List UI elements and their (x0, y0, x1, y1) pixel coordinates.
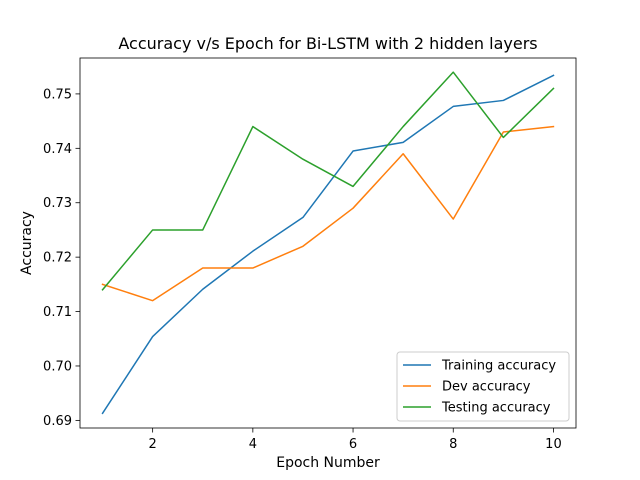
chart-title: Accuracy v/s Epoch for Bi-LSTM with 2 hi… (118, 34, 537, 53)
series-line-3 (101, 71, 555, 291)
y-axis-label: Accuracy (19, 211, 35, 275)
x-axis-label: Epoch Number (276, 455, 380, 471)
y-tick-label: 0.73 (43, 196, 72, 211)
x-tick-label: 4 (249, 437, 257, 452)
y-tick-label: 0.69 (43, 414, 72, 429)
y-axis-ticks: 0.69 0.70 0.71 0.72 0.73 0.74 0.75 (43, 87, 80, 429)
x-axis-ticks: 2 4 6 8 10 (149, 428, 562, 452)
legend-label: Testing accuracy (441, 401, 551, 416)
x-tick-label: 8 (449, 437, 457, 452)
y-tick-label: 0.71 (43, 305, 72, 320)
series-line-1 (101, 74, 555, 415)
plot-frame (79, 57, 577, 429)
legend-box (396, 351, 570, 422)
x-tick-label: 6 (349, 437, 357, 452)
x-tick-label: 2 (149, 437, 157, 452)
series-line-2 (101, 125, 555, 302)
legend: Training accuracy Dev accuracy Testing acc… (396, 351, 570, 422)
legend-label: Dev accuracy (442, 380, 531, 395)
legend-label: Training accuracy (441, 359, 556, 374)
y-tick-label: 0.70 (43, 359, 72, 374)
x-tick-label: 10 (545, 437, 562, 452)
y-tick-label: 0.72 (43, 251, 72, 266)
series-lines (101, 71, 555, 415)
y-tick-label: 0.75 (43, 87, 72, 102)
y-tick-label: 0.74 (43, 142, 72, 157)
